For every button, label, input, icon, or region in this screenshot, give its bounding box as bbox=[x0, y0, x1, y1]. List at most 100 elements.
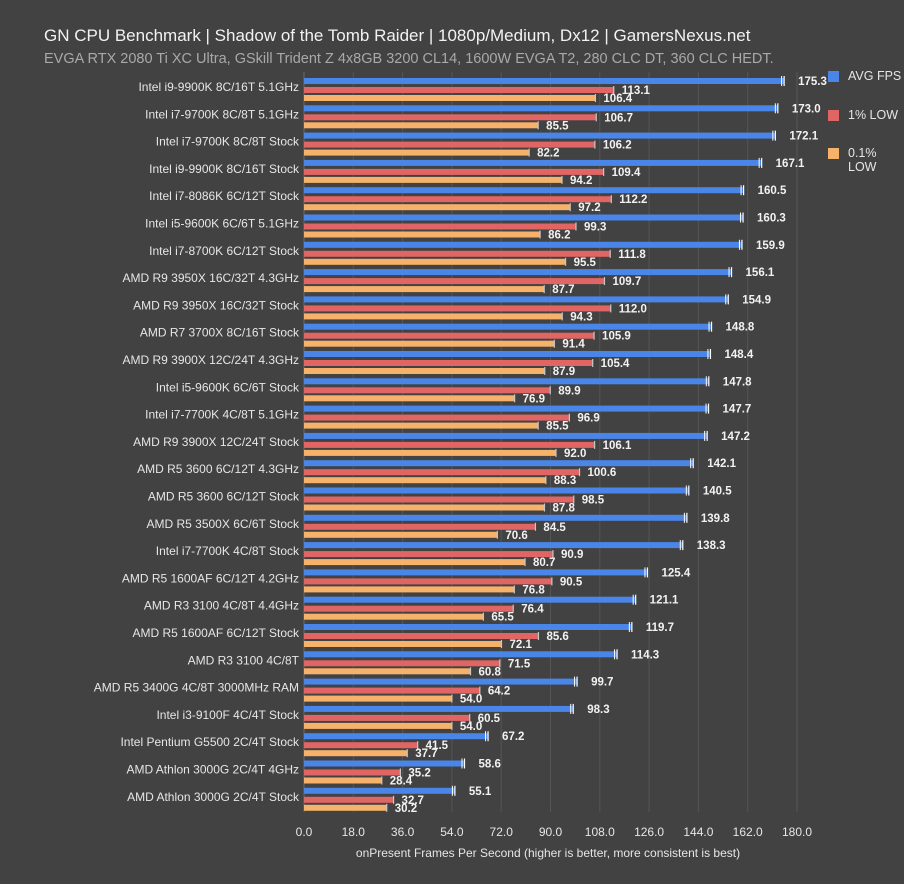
bar bbox=[304, 323, 712, 330]
bar bbox=[304, 387, 551, 394]
legend-swatch-avg-fps bbox=[828, 71, 839, 82]
bar bbox=[304, 796, 394, 803]
category-label: Intel Pentium G5500 2C/4T Stock bbox=[120, 735, 300, 749]
data-label: 156.1 bbox=[746, 267, 775, 279]
legend-label-01-low: 0.1% LOW bbox=[848, 146, 877, 174]
data-label: 85.6 bbox=[546, 631, 568, 643]
data-label: 90.5 bbox=[560, 576, 583, 588]
data-label: 28.4 bbox=[390, 776, 413, 788]
legend-label-avg-fps: AVG FPS bbox=[848, 69, 902, 83]
chart-subtitle: EVGA RTX 2080 Ti XC Ultra, GSkill Triden… bbox=[44, 51, 774, 67]
data-label: 109.7 bbox=[612, 276, 641, 288]
data-label: 106.1 bbox=[603, 440, 632, 452]
bar bbox=[304, 750, 408, 757]
bar bbox=[304, 504, 545, 511]
bar bbox=[304, 777, 382, 784]
bar bbox=[304, 578, 552, 585]
x-tick-label: 126.0 bbox=[634, 825, 664, 839]
bar bbox=[304, 449, 556, 456]
category-label: Intel i7-8700K 6C/12T Stock bbox=[149, 244, 300, 258]
bar bbox=[304, 159, 762, 166]
bar bbox=[304, 332, 595, 339]
data-label: 119.7 bbox=[646, 622, 674, 634]
category-label: AMD R5 1600AF 6C/12T 4.2GHz bbox=[122, 571, 299, 585]
data-label: 95.5 bbox=[574, 257, 597, 269]
bar bbox=[304, 477, 546, 484]
data-label: 159.9 bbox=[756, 240, 785, 252]
bar bbox=[304, 441, 595, 448]
data-label: 121.1 bbox=[650, 595, 679, 607]
category-label: AMD R5 1600AF 6C/12T Stock bbox=[132, 626, 300, 640]
bar bbox=[304, 660, 500, 667]
bar bbox=[304, 340, 555, 347]
category-label: AMD R3 3100 4C/8T 4.4GHz bbox=[144, 599, 299, 613]
category-label: Intel i7-9700K 8C/8T 5.1GHz bbox=[145, 107, 299, 121]
data-label: 99.3 bbox=[584, 222, 606, 234]
data-label: 70.6 bbox=[505, 530, 527, 542]
bar bbox=[304, 405, 709, 412]
data-label: 160.5 bbox=[758, 185, 787, 197]
bar bbox=[304, 269, 732, 276]
bar bbox=[304, 787, 455, 794]
data-label: 32.7 bbox=[402, 795, 424, 807]
data-label: 100.6 bbox=[588, 467, 617, 479]
x-tick-label: 144.0 bbox=[683, 825, 713, 839]
bar bbox=[304, 514, 687, 521]
bar bbox=[304, 114, 597, 121]
data-label: 82.2 bbox=[537, 148, 559, 160]
bar bbox=[304, 695, 452, 702]
bar bbox=[304, 305, 611, 312]
data-label: 41.5 bbox=[426, 740, 449, 752]
x-tick-label: 162.0 bbox=[733, 825, 763, 839]
category-label: AMD R9 3900X 12C/24T 4.3GHz bbox=[122, 353, 299, 367]
category-label: Intel i7-7700K 4C/8T Stock bbox=[156, 544, 300, 558]
x-tick-label: 72.0 bbox=[490, 825, 514, 839]
data-label: 54.0 bbox=[460, 694, 482, 706]
bar bbox=[304, 241, 742, 248]
bar bbox=[304, 231, 541, 238]
data-label: 90.9 bbox=[561, 549, 583, 561]
data-label: 105.9 bbox=[602, 331, 631, 343]
category-label: AMD R5 3400G 4C/8T 3000MHz RAM bbox=[94, 681, 299, 695]
category-label: Intel i5-9600K 6C/6T Stock bbox=[156, 380, 300, 394]
category-label: AMD R9 3900X 12C/24T Stock bbox=[133, 435, 300, 449]
bar bbox=[304, 204, 571, 211]
data-label: 72.1 bbox=[509, 639, 532, 651]
x-tick-label: 180.0 bbox=[782, 825, 812, 839]
category-label: Intel i9-9900K 8C/16T Stock bbox=[149, 162, 300, 176]
data-label: 76.8 bbox=[522, 584, 545, 596]
legend-swatch-01-low bbox=[828, 148, 839, 159]
bar bbox=[304, 176, 563, 183]
bar bbox=[304, 214, 744, 221]
bar bbox=[304, 395, 515, 402]
bar bbox=[304, 469, 580, 476]
data-label: 94.2 bbox=[570, 175, 592, 187]
bar bbox=[304, 714, 470, 721]
data-label: 87.8 bbox=[552, 503, 575, 515]
bar bbox=[304, 422, 539, 429]
data-label: 65.5 bbox=[491, 612, 514, 624]
bar bbox=[304, 559, 526, 566]
data-label: 106.4 bbox=[603, 93, 632, 105]
bar bbox=[304, 531, 498, 538]
data-label: 85.5 bbox=[546, 120, 569, 132]
bar bbox=[304, 351, 711, 357]
x-tick-label: 90.0 bbox=[539, 825, 563, 839]
x-tick-label: 0.0 bbox=[296, 825, 313, 839]
category-label: Intel i9-9900K 8C/16T 5.1GHz bbox=[138, 80, 299, 94]
data-label: 125.4 bbox=[661, 567, 690, 579]
data-label: 147.2 bbox=[721, 431, 750, 443]
x-tick-label: 36.0 bbox=[391, 825, 415, 839]
bar bbox=[304, 613, 484, 620]
bar bbox=[304, 551, 553, 558]
data-label: 98.5 bbox=[582, 495, 605, 507]
category-label: AMD R7 3700X 8C/16T Stock bbox=[140, 326, 300, 340]
bar bbox=[304, 769, 401, 776]
bar bbox=[304, 641, 502, 647]
bar bbox=[304, 296, 729, 303]
bar bbox=[304, 368, 545, 374]
x-axis-title: onPresent Frames Per Second (higher is b… bbox=[355, 846, 741, 860]
x-tick-label: 54.0 bbox=[440, 825, 464, 839]
